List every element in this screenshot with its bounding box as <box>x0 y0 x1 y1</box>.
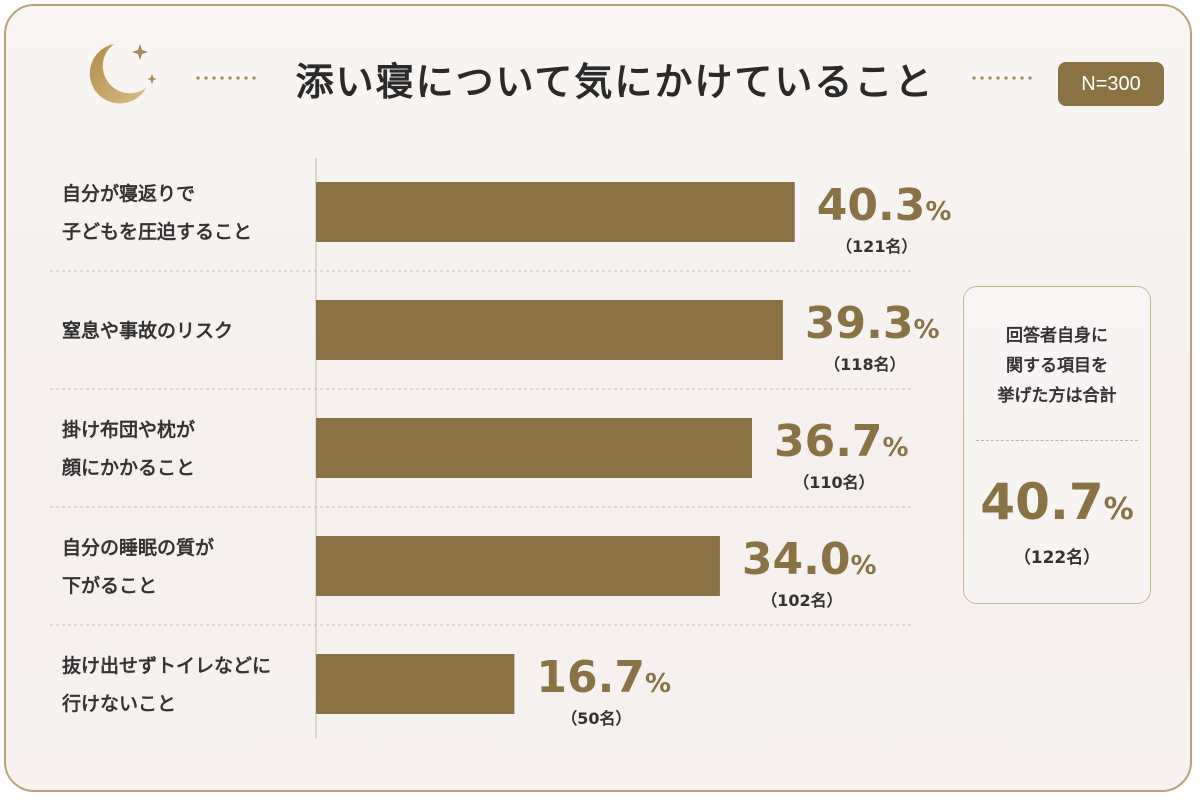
count-label: （110名） <box>793 473 874 492</box>
value-number: 40.3 <box>817 180 926 231</box>
summary-percentage: 40.7% <box>964 473 1150 531</box>
value-label: 40.3% <box>817 180 952 231</box>
moon-icon <box>89 44 157 104</box>
value-label: 36.7% <box>774 416 909 467</box>
summary-divider <box>976 440 1138 441</box>
category-label: 掛け布団や枕が <box>62 418 195 441</box>
value-number: 36.7 <box>774 416 883 467</box>
value-label: 34.0% <box>742 534 877 585</box>
value-label: 39.3% <box>805 298 940 349</box>
title-dots-left <box>196 76 256 80</box>
title-dots-right <box>972 76 1032 80</box>
count-label: （50名） <box>561 709 631 728</box>
chart-frame <box>4 4 1192 792</box>
summary-unit: % <box>1103 492 1134 527</box>
summary-line: 回答者自身に <box>1006 326 1108 346</box>
category-label: 抜け出せずトイレなどに <box>62 654 271 677</box>
value-label: 16.7% <box>536 652 671 703</box>
value-unit: % <box>913 315 939 345</box>
bar <box>316 418 752 478</box>
summary-line: 挙げた方は合計 <box>997 386 1117 406</box>
value-number: 39.3 <box>805 298 914 349</box>
value-number: 34.0 <box>742 534 851 585</box>
category-label: 自分の睡眠の質が <box>62 536 214 559</box>
bar <box>316 654 515 714</box>
value-unit: % <box>925 197 951 227</box>
summary-count: （122名） <box>1013 548 1101 568</box>
chart-title: 添い寝について気にかけていること <box>295 60 935 104</box>
summary-box: 回答者自身に 関する項目を 挙げた方は合計 40.7% （122名） <box>963 286 1151 604</box>
summary-line: 関する項目を <box>1006 356 1108 376</box>
summary-description: 回答者自身に 関する項目を 挙げた方は合計 <box>964 321 1150 411</box>
count-label: （121名） <box>836 237 917 256</box>
category-label: 下がること <box>62 574 157 597</box>
value-unit: % <box>645 669 671 699</box>
category-label: 行けないこと <box>61 692 176 715</box>
bar <box>316 300 783 360</box>
bar <box>316 536 720 596</box>
count-label: （118名） <box>824 355 905 374</box>
category-label: 自分が寝返りで <box>62 182 195 205</box>
value-unit: % <box>850 551 876 581</box>
count-label: （102名） <box>761 591 842 610</box>
sample-size-badge: N=300 <box>1058 62 1164 106</box>
value-number: 16.7 <box>536 652 645 703</box>
bar <box>316 182 795 242</box>
category-label: 顔にかかること <box>61 456 195 479</box>
summary-value: 40.7 <box>980 473 1104 531</box>
category-label: 子どもを圧迫すること <box>62 220 252 243</box>
value-unit: % <box>883 433 909 463</box>
category-label: 窒息や事故のリスク <box>62 319 233 342</box>
